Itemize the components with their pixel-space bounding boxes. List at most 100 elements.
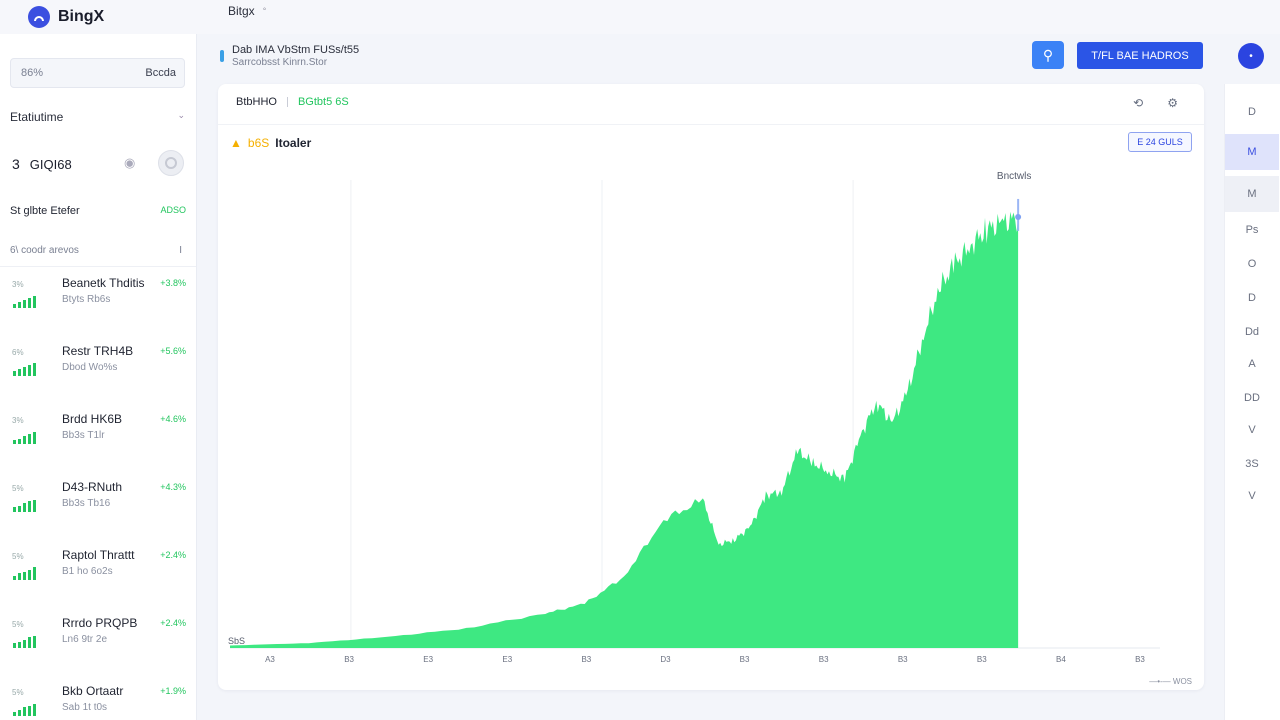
card-header-icons: ⟲ ⚙ xyxy=(1133,96,1178,110)
filter-value: ADSO xyxy=(160,205,186,215)
sparkline-icon: 5% xyxy=(10,482,44,512)
status-label: BGtbt5 6S xyxy=(297,96,349,108)
search-selector[interactable]: Bccda xyxy=(145,67,176,79)
asset-change: +1.9% xyxy=(160,686,186,696)
rail-item-6[interactable]: D xyxy=(1248,292,1256,304)
search-input[interactable]: 86% xyxy=(21,67,44,79)
x-tick-label: B3 xyxy=(344,655,354,664)
rail-item-1[interactable]: D xyxy=(1248,106,1256,118)
top-bar: BingX Bitgx ◦ xyxy=(0,0,1280,34)
divider xyxy=(286,97,288,107)
asset-name: Bkb Ortaatr xyxy=(62,684,124,698)
list-item[interactable]: 3% Beanetk Thditis Btyts Rb6s +3.8% xyxy=(0,270,196,338)
asset-name: Beanetk Thditis xyxy=(62,276,145,290)
info-subtitle: Sarrcobsst Kinrn.Stor xyxy=(232,57,328,68)
sub-value: I xyxy=(179,245,182,256)
pair-label[interactable]: BtbHHO xyxy=(236,96,277,108)
sidebar-section-header[interactable]: Etatiutime ⌄ xyxy=(10,110,185,124)
card-header: BtbHHO BGtbt5 6S xyxy=(236,96,349,108)
asset-change: +4.6% xyxy=(160,414,186,424)
logo[interactable]: BingX xyxy=(28,6,104,28)
list-item[interactable]: 5% D43-RNuth Bb3s Tb16 +4.3% xyxy=(0,474,196,542)
list-item[interactable]: 3% Brdd HK6B Bb3s T1lr +4.6% xyxy=(0,406,196,474)
sidebar-filter[interactable]: St glbte Etefer ADSO xyxy=(10,205,186,217)
eye-icon[interactable]: ◉ xyxy=(124,155,136,170)
asset-sub: Bb3s Tb16 xyxy=(62,498,111,509)
refresh-icon[interactable]: ⟲ xyxy=(1133,96,1144,110)
sparkline-icon: 5% xyxy=(10,686,44,716)
rail-item-3[interactable]: M xyxy=(1225,176,1279,212)
x-tick-label: B3 xyxy=(740,655,750,664)
rail-item-9[interactable]: DD xyxy=(1244,392,1260,404)
x-tick-label: B3 xyxy=(977,655,987,664)
sparkline-icon: 3% xyxy=(10,278,44,308)
sub-label: 6\ coodr arevos xyxy=(10,245,79,256)
rail-item-5[interactable]: O xyxy=(1247,258,1257,270)
right-rail: D M M Ps O D Dd A DD V 3S V xyxy=(1224,84,1280,720)
asset-name: Rrrdo PRQPB xyxy=(62,616,138,630)
chart-title: ▲ b6S Itoaler xyxy=(230,136,311,150)
mini-label: 3% xyxy=(12,280,24,289)
rail-item-8[interactable]: A xyxy=(1248,358,1256,370)
list-item[interactable]: 5% Raptol Thrattt B1 ho 6o2s +2.4% xyxy=(0,542,196,610)
list-item[interactable]: 5% Bkb Ortaatr Sab 1t t0s +1.9% xyxy=(0,678,196,720)
mini-label: 3% xyxy=(12,416,24,425)
gear-icon[interactable]: ⚙ xyxy=(1167,96,1178,110)
avatar[interactable]: • xyxy=(1238,43,1264,69)
sidebar: 86% Bccda Etatiutime ⌄ 3 GIQI68 ◉ St glb… xyxy=(0,34,197,720)
chevron-down-icon: ⌄ xyxy=(177,110,185,120)
sparkline-icon: 5% xyxy=(10,618,44,648)
x-tick-label: B3 xyxy=(581,655,591,664)
search-button[interactable]: ⚲ xyxy=(1032,41,1064,69)
count-number: 3 xyxy=(12,156,20,172)
asset-sub: B1 ho 6o2s xyxy=(62,566,113,577)
x-tick-label: D3 xyxy=(660,655,671,664)
x-tick-label: B3 xyxy=(819,655,829,664)
x-tick-label: B3 xyxy=(1135,655,1145,664)
search-icon: ⚲ xyxy=(1042,46,1054,63)
mini-label: 5% xyxy=(12,484,24,493)
list-item[interactable]: 5% Rrrdo PRQPB Ln6 9tr 2e +2.4% xyxy=(0,610,196,678)
mini-label: 5% xyxy=(12,620,24,629)
x-tick-label: A3 xyxy=(265,655,275,664)
rail-item-7[interactable]: Dd xyxy=(1244,326,1260,338)
last-point-dot xyxy=(1015,213,1022,220)
asset-sub: Sab 1t t0s xyxy=(62,702,108,713)
rail-item-4[interactable]: Ps xyxy=(1245,224,1259,236)
info-row: Dab IMA VbStm FUSs/t55 Sarrcobsst Kinrn.… xyxy=(218,42,1208,76)
logo-icon xyxy=(28,6,50,28)
area-series xyxy=(230,211,1019,648)
rail-item-12[interactable]: V xyxy=(1248,490,1256,502)
chart-svg: Bnctwls SbS A3 B3 E3 E3 B3 D3 B3 B3 B3 B3 B4 B3 xyxy=(228,171,1160,664)
sidebar-subheader: 6\ coodr arevos I xyxy=(10,245,182,256)
asset-name: Restr TRH4B xyxy=(62,344,134,358)
filter-label: St glbte Etefer xyxy=(10,205,80,217)
asset-sub: Ln6 9tr 2e xyxy=(62,634,108,645)
mini-label: 5% xyxy=(12,552,24,561)
asset-name: Brdd HK6B xyxy=(62,412,123,426)
asset-sub: Dbod Wo%s xyxy=(62,362,118,373)
range-button[interactable]: E 24 GULS xyxy=(1128,132,1192,152)
x-tick-label: E3 xyxy=(423,655,433,664)
primary-action-button[interactable]: T/FL BAE HADROS xyxy=(1077,42,1203,69)
x-tick-label: B3 xyxy=(898,655,908,664)
asset-name: D43-RNuth xyxy=(62,480,123,494)
rail-item-11[interactable]: 3S xyxy=(1245,458,1259,470)
breadcrumb[interactable]: Bitgx ◦ xyxy=(228,4,266,18)
divider xyxy=(0,266,196,267)
chart-annotation: Bnctwls xyxy=(997,171,1031,182)
list-item[interactable]: 6% Restr TRH4B Dbod Wo%s +5.6% xyxy=(0,338,196,406)
asset-list: 3% Beanetk Thditis Btyts Rb6s +3.8% 6% R… xyxy=(0,270,196,720)
y-start-label: SbS xyxy=(228,636,245,646)
count-label: GIQI68 xyxy=(29,156,72,172)
sidebar-count-row: 3 GIQI68 ◉ xyxy=(12,150,186,177)
warning-icon: ▲ xyxy=(230,136,242,150)
rail-item-10[interactable]: V xyxy=(1248,424,1256,436)
chevron-down-icon: ◦ xyxy=(262,4,267,15)
breadcrumb-label: Bitgx xyxy=(228,4,255,18)
rail-item-2[interactable]: M xyxy=(1225,134,1279,170)
sidebar-search[interactable]: 86% Bccda xyxy=(10,58,185,88)
asset-sub: Btyts Rb6s xyxy=(62,294,111,305)
sparkline-icon: 5% xyxy=(10,550,44,580)
toggle-circle-button[interactable] xyxy=(158,150,184,176)
